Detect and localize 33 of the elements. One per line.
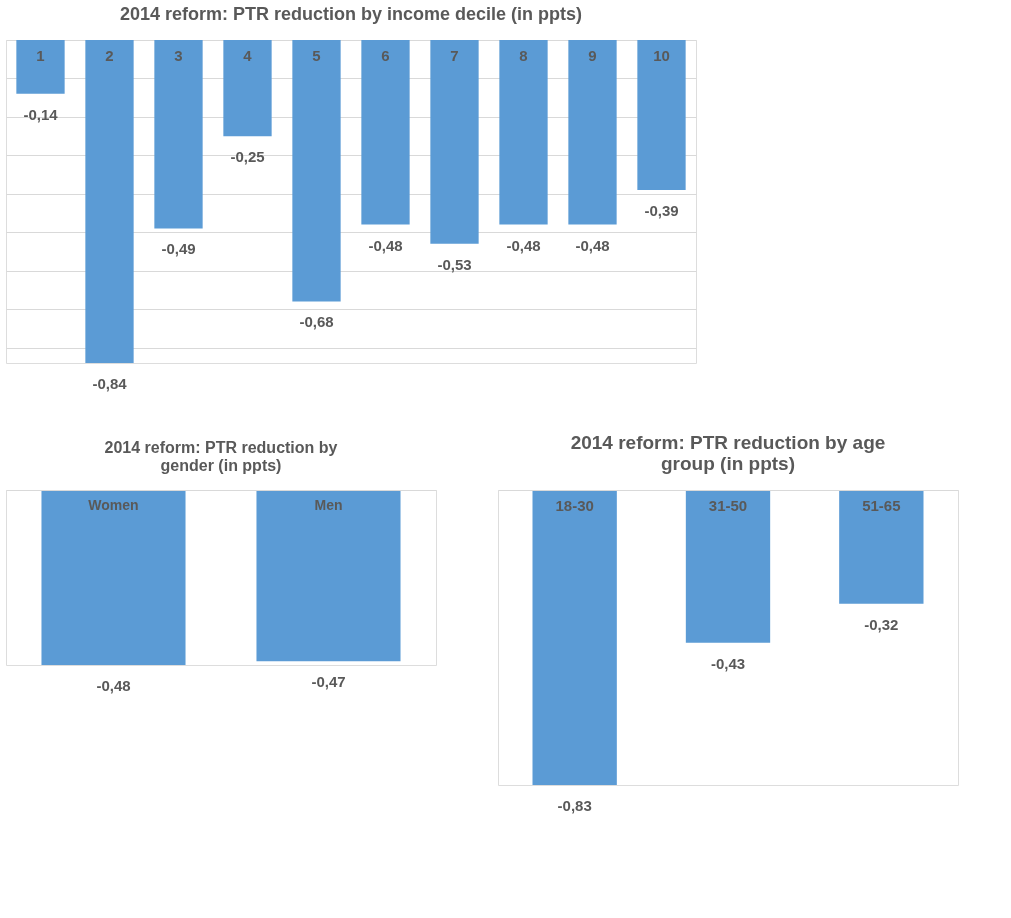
chart-title: 2014 reform: PTR reduction by gender (in ppts) [104, 439, 338, 474]
data-label: -0,43 [710, 654, 746, 672]
data-label: -0,49 [161, 240, 196, 258]
x-tick-label: 9 [588, 46, 597, 64]
x-tick-label: 6 [381, 46, 390, 64]
data-label: -0,39 [644, 201, 679, 219]
data-label: -0,48 [506, 236, 541, 254]
data-label: -0,47 [311, 673, 346, 691]
x-tick-label: 7 [450, 46, 459, 64]
chart-title: 2014 reform: PTR reduction by age group (in ppts) [570, 432, 886, 474]
data-label: -0,48 [368, 236, 403, 254]
data-label: -0,48 [575, 236, 610, 254]
data-label: -0,14 [23, 105, 59, 123]
x-tick-label: Men [314, 496, 343, 513]
data-label: -0,25 [230, 148, 265, 166]
data-label: -0,68 [299, 313, 334, 331]
data-label: -0,32 [864, 615, 899, 633]
x-tick-label: 3 [174, 46, 183, 64]
data-label: -0,53 [437, 255, 472, 273]
x-tick-label: 18-30 [555, 496, 594, 514]
x-tick-label: Women [88, 496, 139, 513]
data-label: -0,48 [96, 677, 131, 694]
x-tick-label: 5 [312, 46, 321, 64]
x-tick-label: 51-65 [862, 496, 901, 514]
x-tick-label: 1 [36, 46, 45, 64]
x-tick-label: 4 [243, 46, 253, 64]
data-label: -0,84 [92, 375, 128, 392]
data-label: -0,83 [557, 797, 592, 814]
x-tick-label: 10 [653, 46, 670, 64]
x-tick-label: 2 [105, 46, 114, 64]
chart-title: 2014 reform: PTR reduction by income decile (in ppts) [119, 4, 583, 24]
x-tick-label: 8 [519, 46, 528, 64]
x-tick-label: 31-50 [708, 496, 748, 514]
